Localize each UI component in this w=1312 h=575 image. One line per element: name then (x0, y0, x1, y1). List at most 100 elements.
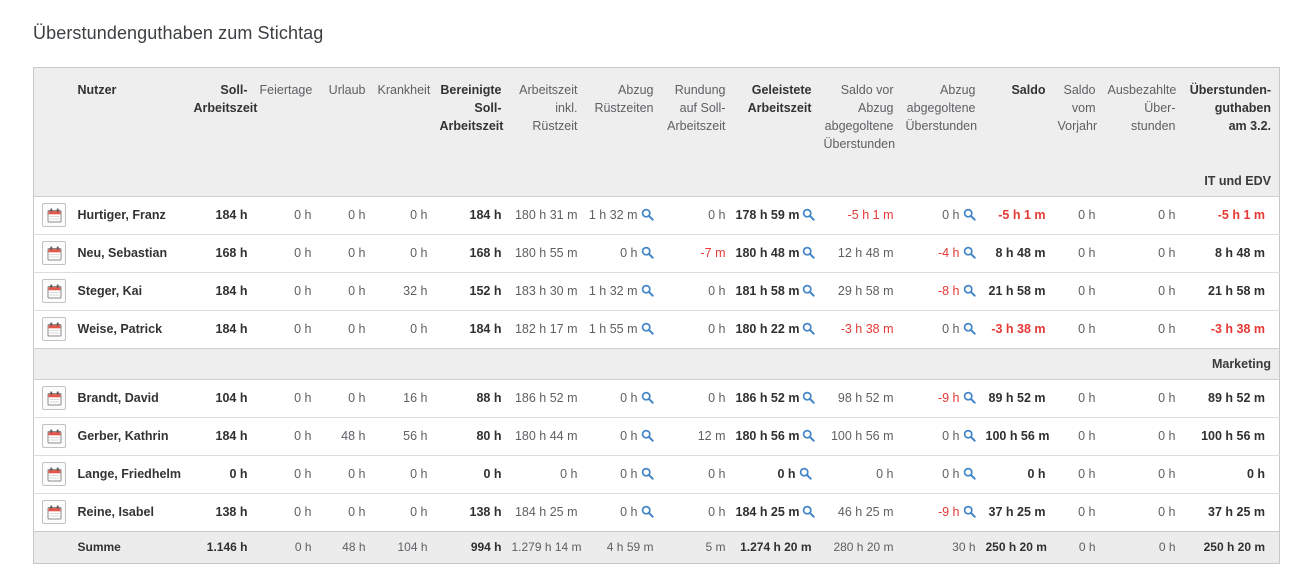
cell-value: 104 h (397, 540, 428, 554)
cell-az-inkl: 1.279 h 14 m (509, 530, 586, 563)
calendar-button[interactable] (42, 317, 66, 341)
magnifier-icon[interactable] (641, 246, 654, 259)
cell-abzug-abg: 30 h (901, 530, 984, 563)
cell-value: 280 h 20 m (833, 540, 894, 554)
calendar-icon (47, 322, 61, 336)
cell-abzug-ruest: 1 h 55 m (585, 309, 662, 348)
cell-ausbezahlt: 0 h (1103, 271, 1184, 310)
magnifier-icon[interactable] (963, 284, 976, 297)
cell-value: 184 h (215, 208, 248, 222)
cell-value: 0 h (942, 322, 960, 336)
calendar-icon (47, 208, 61, 222)
cell-krankheit: 0 h (373, 454, 436, 493)
magnifier-icon[interactable] (963, 391, 976, 404)
magnifier-icon[interactable] (963, 322, 976, 335)
cell-az-inkl: 180 h 31 m (509, 195, 586, 234)
cell-value: 0 h (483, 467, 502, 481)
cell-rundung: 5 m (661, 530, 734, 563)
cell-abzug-abg: -9 h (901, 378, 984, 417)
magnifier-icon[interactable] (963, 208, 976, 221)
cell-value: 180 h 44 m (514, 429, 578, 443)
cell-value: 0 h (708, 505, 726, 519)
cell-value: 0 h (1027, 467, 1046, 481)
col-header-saldo-vj: Saldo vom Vorjahr (1053, 67, 1104, 166)
cell-bereinigte: 184 h (435, 195, 510, 234)
cell-rundung: 0 h (661, 492, 734, 531)
row-icon-cell (33, 233, 70, 272)
magnifier-icon[interactable] (963, 429, 976, 442)
cell-bereinigte: 138 h (435, 492, 510, 531)
calendar-button[interactable] (42, 386, 66, 410)
cell-urlaub: 0 h (319, 271, 374, 310)
cell-value: 0 h (348, 208, 366, 222)
magnifier-icon[interactable] (963, 246, 976, 259)
magnifier-icon[interactable] (963, 505, 976, 518)
cell-abzug-abg: -8 h (901, 271, 984, 310)
magnifier-icon[interactable] (641, 391, 654, 404)
cell-urlaub: 0 h (319, 378, 374, 417)
cell-value: 0 h (1078, 540, 1096, 554)
cell-value: 104 h (215, 391, 248, 405)
cell-value: 32 h (403, 284, 428, 298)
col-header-abzug-ruest: Abzug Rüstzeiten (585, 67, 662, 166)
calendar-button[interactable] (42, 203, 66, 227)
cell-soll: 184 h (189, 195, 256, 234)
calendar-button[interactable] (42, 279, 66, 303)
cell-az-inkl: 182 h 17 m (509, 309, 586, 348)
magnifier-icon[interactable] (802, 322, 816, 335)
cell-value: 48 h (341, 429, 366, 443)
magnifier-icon[interactable] (641, 284, 654, 297)
magnifier-icon[interactable] (802, 505, 816, 518)
cell-abzug-abg: 0 h (901, 195, 984, 234)
calendar-button[interactable] (42, 424, 66, 448)
cell-bereinigte: 994 h (435, 530, 510, 563)
cell-value: 250 h 20 m (985, 540, 1047, 554)
row-icon-cell (33, 416, 70, 455)
magnifier-icon[interactable] (963, 467, 976, 480)
cell-urlaub: 0 h (319, 492, 374, 531)
calendar-button[interactable] (42, 500, 66, 524)
row-icon-cell (33, 309, 70, 348)
calendar-button[interactable] (42, 462, 66, 486)
magnifier-icon[interactable] (641, 322, 654, 335)
cell-az-inkl: 180 h 44 m (509, 416, 586, 455)
cell-rundung: 12 m (661, 416, 734, 455)
magnifier-icon[interactable] (641, 208, 654, 221)
magnifier-icon[interactable] (641, 429, 654, 442)
magnifier-icon[interactable] (802, 284, 816, 297)
cell-value: 0 h (620, 246, 638, 260)
cell-saldo-vor: 98 h 52 m (819, 378, 902, 417)
cell-az-inkl: 183 h 30 m (509, 271, 586, 310)
table-row: Steger, Kai 184 h 0 h 0 h 32 h 152 h 183 h 30 … (33, 271, 1280, 310)
magnifier-icon[interactable] (802, 391, 816, 404)
col-header-saldo-vor: Saldo vor Abzug abgegoltene Überstunden (819, 67, 902, 166)
cell-soll: 138 h (189, 492, 256, 531)
magnifier-icon[interactable] (802, 246, 816, 259)
cell-value: 0 h (620, 429, 638, 443)
cell-abzug-ruest: 1 h 32 m (585, 271, 662, 310)
cell-value: 250 h 20 m (1203, 540, 1265, 554)
cell-geleistete: 180 h 22 m (733, 309, 820, 348)
cell-value: 186 h 52 m (514, 391, 578, 405)
cell-rundung: 0 h (661, 378, 734, 417)
cell-value: 30 h (952, 540, 976, 554)
cell-soll: 184 h (189, 271, 256, 310)
col-header-rundung: Rundung auf Soll- Arbeitszeit (661, 67, 734, 166)
summary-row: Summe 1.146 h 0 h 48 h 104 h 994 h 1.279 h 14 … (33, 530, 1280, 563)
magnifier-icon[interactable] (802, 429, 816, 442)
calendar-button[interactable] (42, 241, 66, 265)
col-header-saldo: Saldo (983, 67, 1054, 166)
cell-value: 1 h 32 m (588, 284, 638, 298)
cell-abzug-abg: -4 h (901, 233, 984, 272)
magnifier-icon[interactable] (641, 467, 654, 480)
cell-value: 184 h (215, 429, 248, 443)
cell-ausbezahlt: 0 h (1103, 530, 1184, 563)
magnifier-icon[interactable] (799, 467, 812, 480)
cell-az-inkl: 0 h (509, 454, 586, 493)
cell-feiertage: 0 h (255, 530, 320, 563)
magnifier-icon[interactable] (802, 208, 816, 221)
cell-bereinigte: 0 h (435, 454, 510, 493)
table-row: Reine, Isabel 138 h 0 h 0 h 0 h 138 h 184 h 25… (33, 492, 1280, 531)
magnifier-icon[interactable] (641, 505, 654, 518)
cell-value: 4 h 59 m (606, 540, 654, 554)
